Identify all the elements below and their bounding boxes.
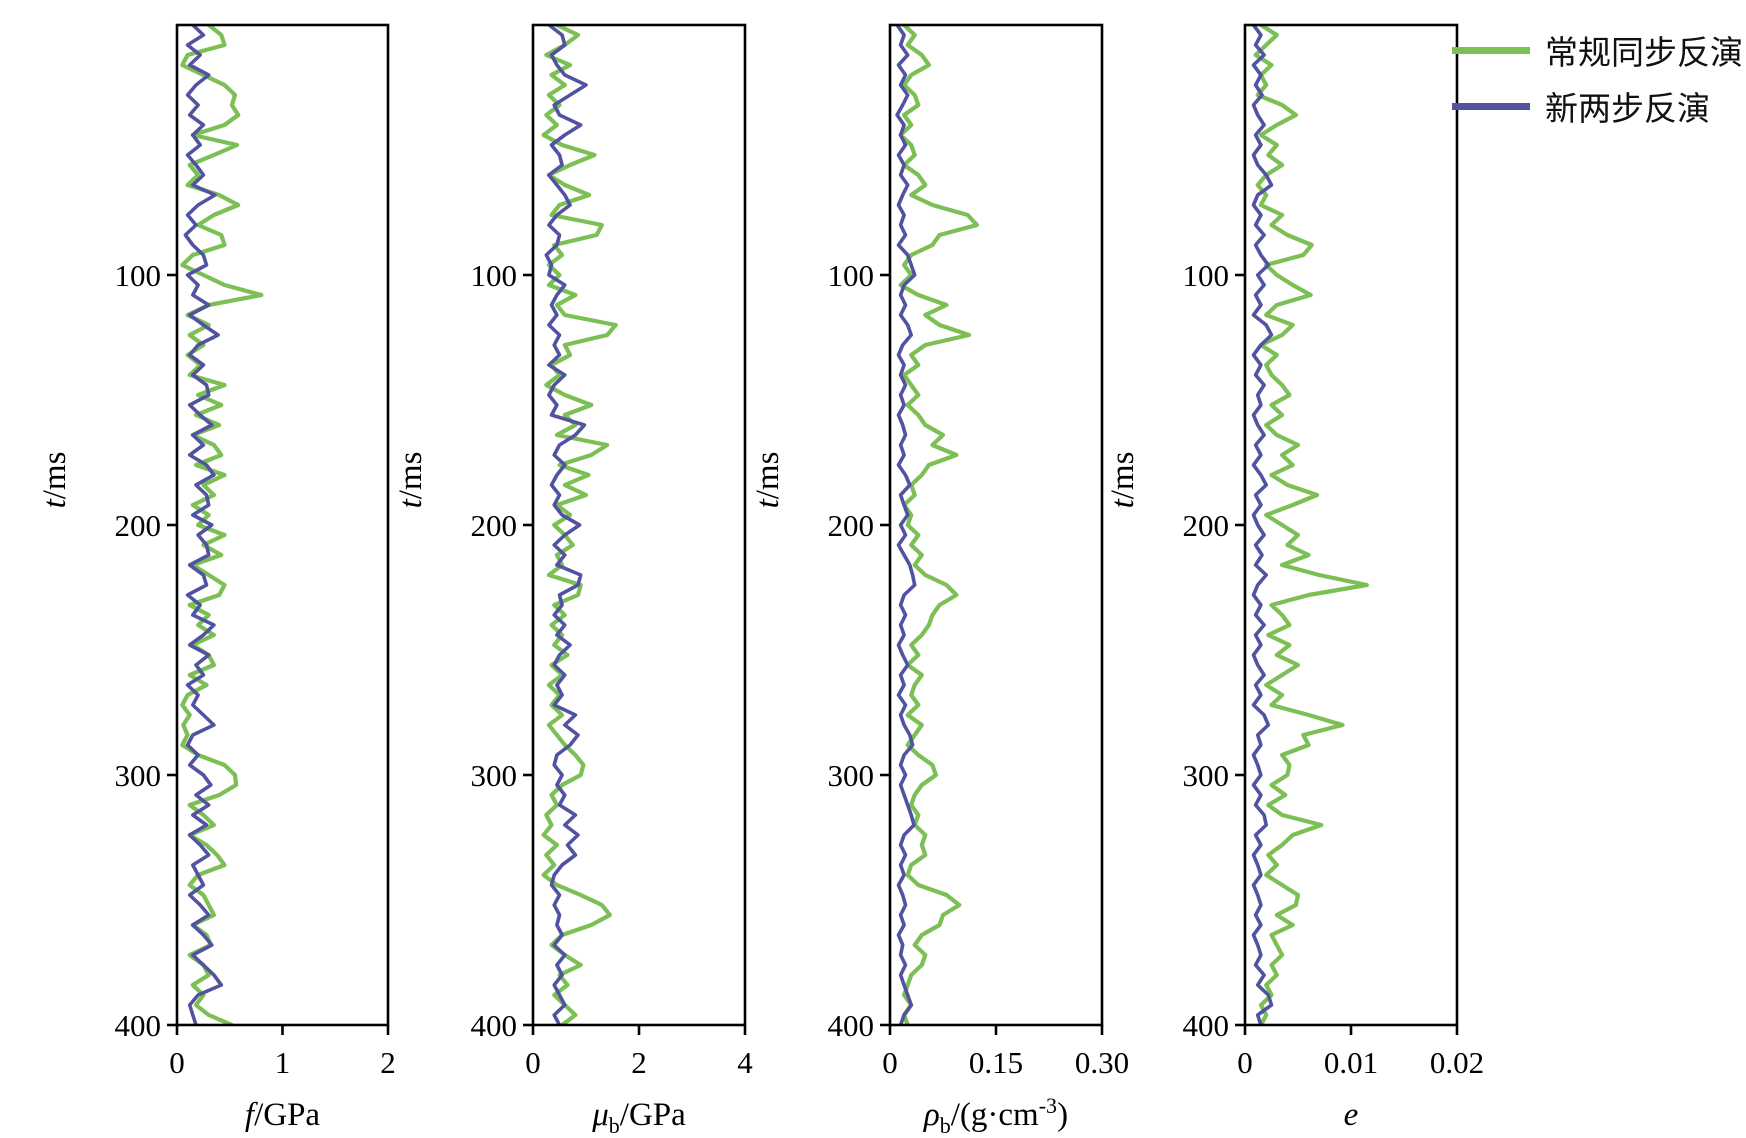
y-tick-label: 400 — [1183, 1008, 1230, 1043]
y-tick-label: 300 — [828, 758, 875, 793]
legend-line-green — [1452, 46, 1530, 54]
legend-line-blue — [1452, 102, 1530, 110]
x-tick-label: 0.15 — [969, 1045, 1023, 1080]
legend-item-conventional: 常规同步反演 — [1452, 30, 1743, 72]
panel-border — [888, 23, 1104, 1027]
legend: 常规同步反演 新两步反演 — [1452, 30, 1743, 128]
x-tick-label: 0 — [882, 1045, 898, 1080]
legend-item-two-step: 新两步反演 — [1452, 86, 1743, 128]
chart-panel-4: 100 200 300 400 t/ms 0 0.01 0.02 e — [1105, 23, 1484, 1133]
y-tick-label: 400 — [115, 1008, 162, 1043]
series-line-two-step — [895, 25, 917, 1025]
panel-curves — [541, 25, 618, 1025]
x-tick-label: 0.30 — [1075, 1045, 1129, 1080]
legend-label-two-step: 新两步反演 — [1545, 92, 1710, 128]
x-axis-title: e — [1344, 1097, 1359, 1133]
series-line-two-step — [544, 25, 588, 1025]
x-tick-label: 0 — [525, 1045, 541, 1080]
y-tick-label: 100 — [115, 258, 162, 293]
x-tick-label: 0.02 — [1430, 1045, 1484, 1080]
x-tick-label: 2 — [631, 1045, 647, 1080]
y-tick-label: 300 — [471, 758, 518, 793]
series-line-conventional — [898, 25, 980, 1025]
x-tick-label: 0.01 — [1324, 1045, 1378, 1080]
chart-panel-2: 100 200 300 400 t/ms 0 2 4 μb/GPa — [393, 23, 753, 1138]
x-axis-title: f/GPa — [245, 1097, 321, 1133]
y-tick-label: 100 — [1183, 258, 1230, 293]
y-tick-label: 200 — [471, 508, 518, 543]
y-axis-title: t/ms — [37, 452, 73, 509]
y-tick-label: 400 — [828, 1008, 875, 1043]
y-tick-label: 200 — [1183, 508, 1230, 543]
y-axis-title: t/ms — [1105, 452, 1141, 509]
x-axis-title: ρb/(g·cm-3) — [923, 1093, 1068, 1138]
series-line-conventional — [541, 25, 618, 1025]
y-tick-label: 100 — [828, 258, 875, 293]
y-tick-label: 300 — [115, 758, 162, 793]
panel-border — [1243, 23, 1459, 1027]
panel-border — [531, 23, 747, 1027]
series-line-conventional — [180, 25, 264, 1025]
series-line-conventional — [1253, 25, 1370, 1025]
y-tick-label: 200 — [828, 508, 875, 543]
x-axis-title: μb/GPa — [591, 1097, 686, 1138]
chart-panel-1: 100 200 300 400 t/ms 0 1 2 f/GPa — [37, 23, 396, 1133]
y-axis-title: t/ms — [750, 452, 786, 509]
y-tick-label: 100 — [471, 258, 518, 293]
series-line-two-step — [183, 25, 224, 1025]
panel-curves — [1251, 25, 1370, 1025]
x-tick-label: 0 — [169, 1045, 185, 1080]
y-tick-label: 400 — [471, 1008, 518, 1043]
series-line-two-step — [1251, 25, 1274, 1025]
y-axis-title: t/ms — [393, 452, 429, 509]
y-tick-label: 300 — [1183, 758, 1230, 793]
panel-curves — [895, 25, 980, 1025]
x-tick-label: 0 — [1237, 1045, 1253, 1080]
x-tick-label: 4 — [737, 1045, 753, 1080]
x-tick-label: 1 — [275, 1045, 291, 1080]
x-tick-label: 2 — [380, 1045, 396, 1080]
panel-curves — [180, 25, 264, 1025]
y-tick-label: 200 — [115, 508, 162, 543]
legend-label-conventional: 常规同步反演 — [1545, 36, 1743, 72]
